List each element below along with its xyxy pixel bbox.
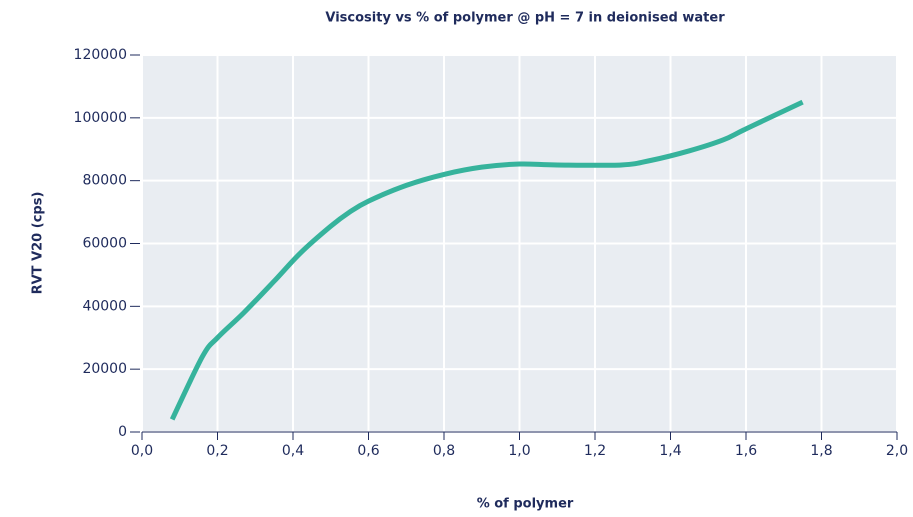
- x-tick-label: 1,2: [584, 443, 606, 459]
- y-tick-label: 20000: [82, 361, 127, 377]
- x-tick-label: 1,8: [810, 443, 832, 459]
- y-tick-label: 60000: [82, 236, 127, 252]
- y-tick-label: 0: [118, 424, 127, 440]
- y-tick-label: 120000: [74, 47, 127, 63]
- y-tick-label: 100000: [74, 110, 127, 126]
- x-tick-label: 2,0: [886, 443, 908, 459]
- chart-title: Viscosity vs % of polymer @ pH = 7 in de…: [325, 11, 725, 26]
- y-tick-label: 40000: [82, 298, 127, 314]
- y-axis-label: RVT V20 (cps): [31, 192, 46, 295]
- x-tick-label: 0,0: [131, 443, 153, 459]
- x-tick-label: 0,4: [282, 443, 304, 459]
- x-tick-label: 1,0: [508, 443, 530, 459]
- line-series: [169, 99, 804, 421]
- y-tick-label: 80000: [82, 173, 127, 189]
- x-tick-label: 1,4: [659, 443, 681, 459]
- x-axis-label: % of polymer: [477, 497, 574, 512]
- x-tick-label: 0,2: [206, 443, 228, 459]
- x-tick-label: 1,6: [735, 443, 757, 459]
- x-tick-label: 0,8: [433, 443, 455, 459]
- x-tick-label: 0,6: [357, 443, 379, 459]
